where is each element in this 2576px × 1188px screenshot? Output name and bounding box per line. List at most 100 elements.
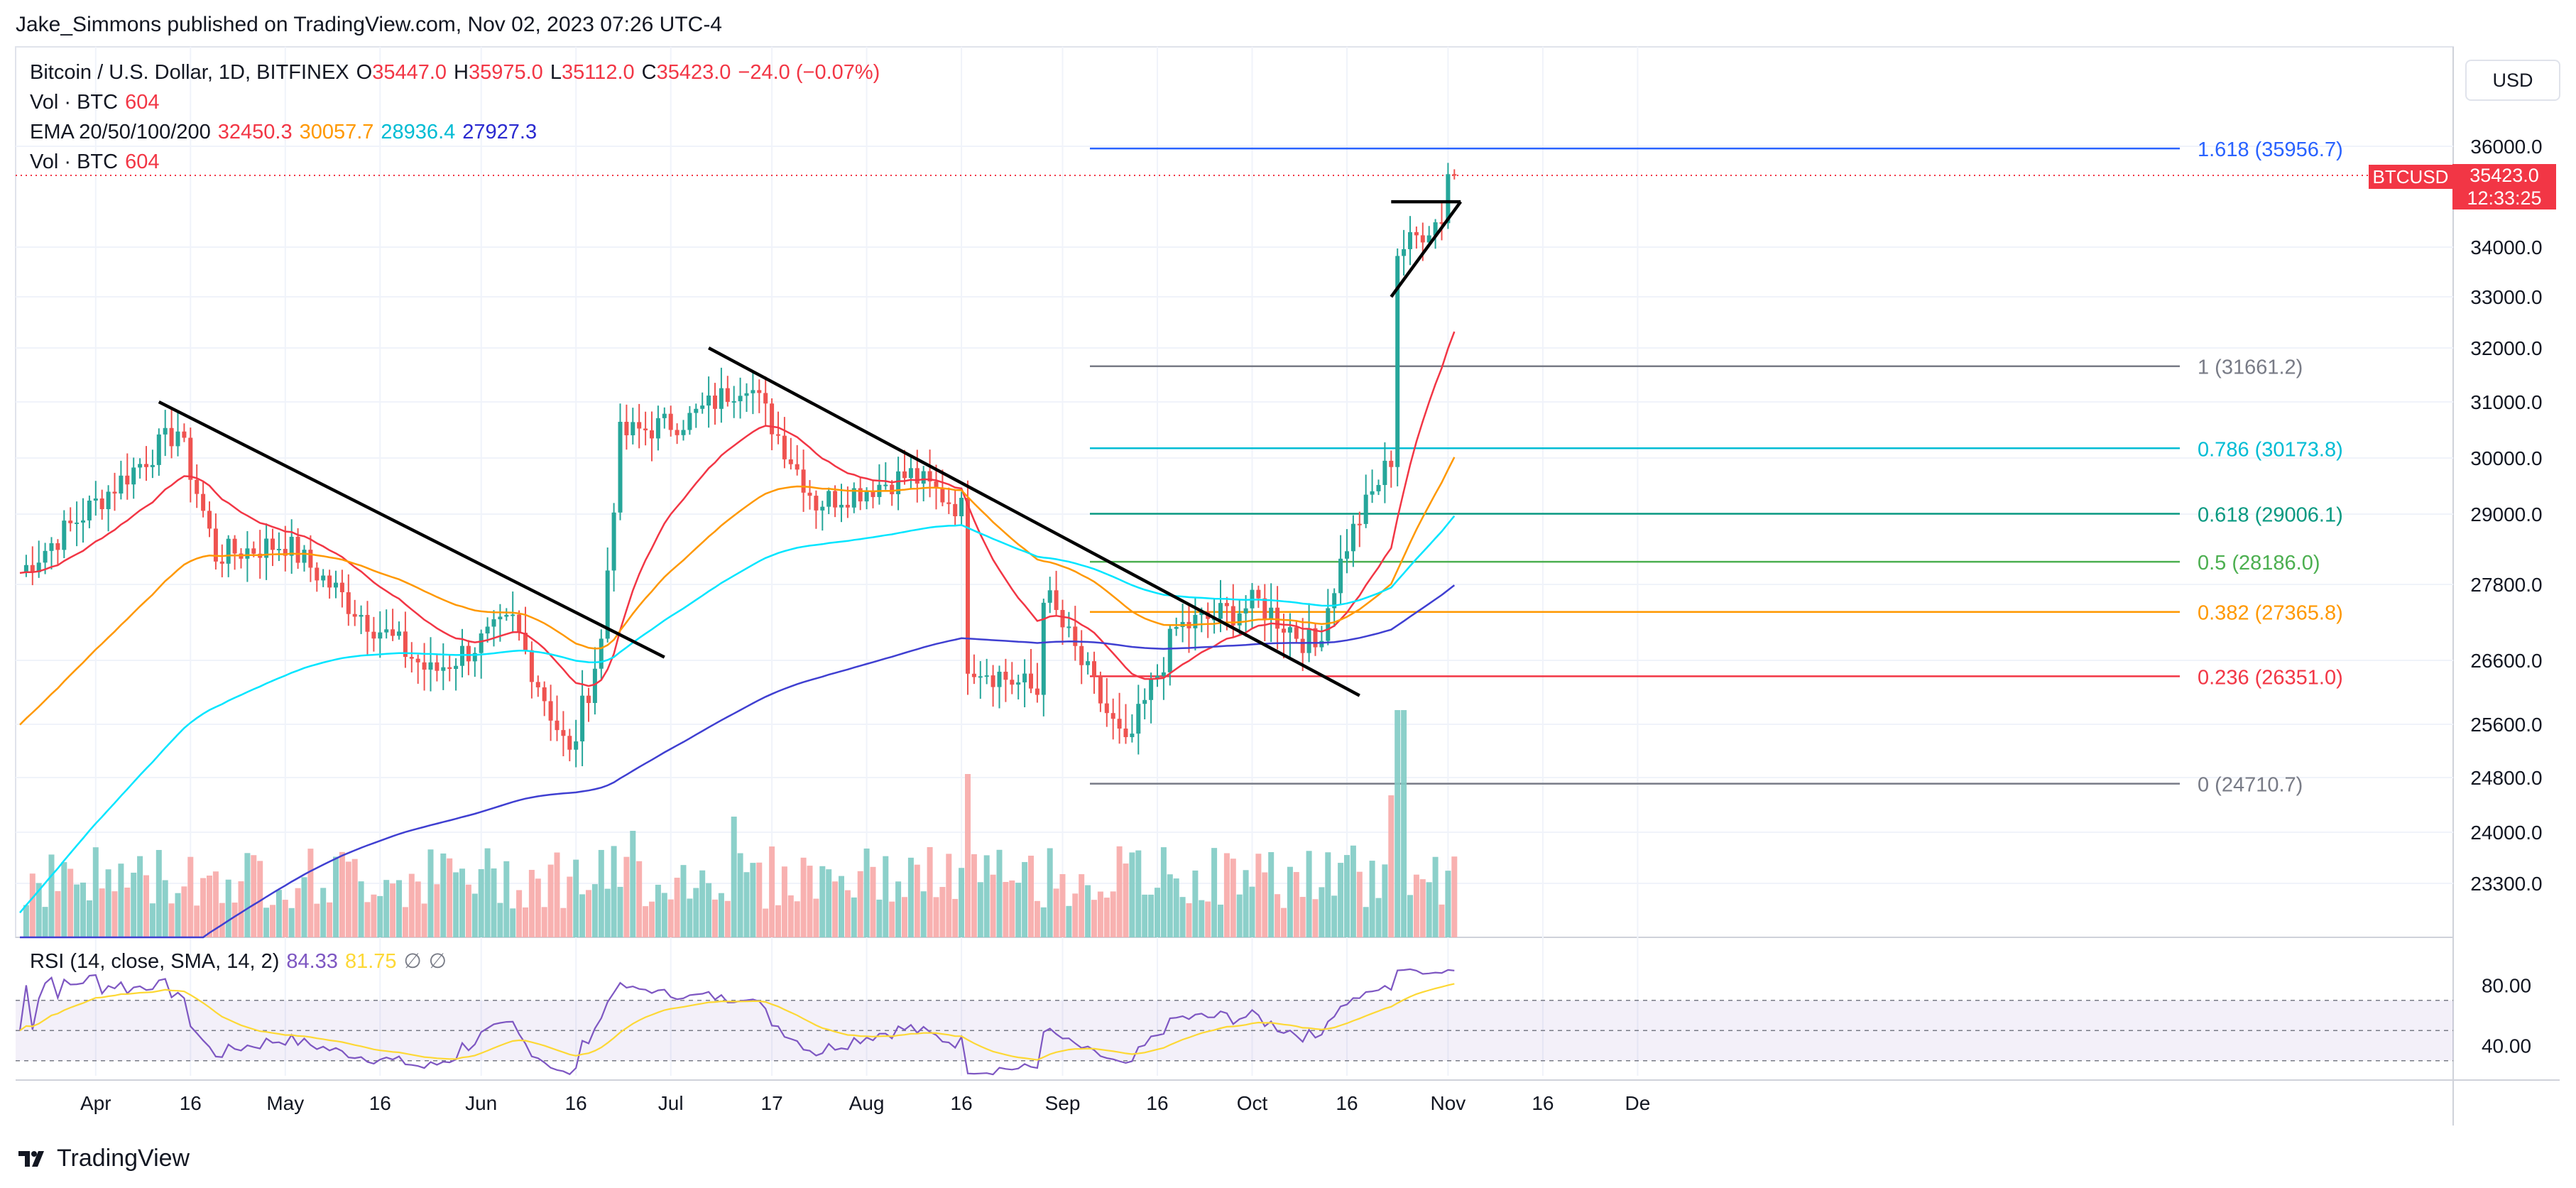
y-tick-label: 36000.0 <box>2470 136 2542 158</box>
candle-body <box>466 645 471 662</box>
candle-body <box>725 388 730 402</box>
candle-body <box>776 434 780 436</box>
candle-body <box>883 484 888 486</box>
volume-bar <box>1199 900 1205 937</box>
candle-body <box>788 459 793 464</box>
volume-bar <box>699 870 706 937</box>
volume-bar <box>1123 863 1129 937</box>
trendline-drawing <box>1390 200 1463 298</box>
candle-body <box>1420 235 1425 243</box>
candle-body <box>112 491 117 494</box>
tradingview-logo[interactable]: TradingView <box>17 1145 190 1172</box>
volume-bar <box>440 853 447 937</box>
volume-bar <box>175 893 181 937</box>
candle-body <box>940 487 945 503</box>
currency-button[interactable]: USD <box>2465 60 2560 101</box>
volume-bar <box>712 899 718 937</box>
candle-body <box>1332 593 1337 609</box>
volume-bar <box>1293 872 1299 937</box>
volume-bar <box>137 856 143 937</box>
volume-bar <box>554 852 560 937</box>
volume-bar <box>1401 710 1407 937</box>
volume-bar <box>1432 856 1439 937</box>
volume-bar <box>1419 879 1426 937</box>
candle-body <box>441 667 446 671</box>
volume-bar <box>364 902 371 937</box>
candle-body <box>188 437 193 480</box>
volume-bar <box>345 861 351 937</box>
candle-body <box>308 550 313 568</box>
candle-body <box>1357 523 1362 525</box>
volume-bar <box>1160 847 1167 937</box>
volume-bar <box>1053 888 1059 937</box>
volume-bar <box>434 884 440 937</box>
candle-body <box>1370 491 1375 495</box>
candle-body <box>1382 460 1387 485</box>
volume-bar <box>1059 873 1066 937</box>
volume-bar <box>863 848 870 937</box>
candle-body <box>169 427 174 447</box>
candle-body <box>1123 729 1128 738</box>
volume-bar <box>1350 845 1356 937</box>
volume-bar <box>1022 861 1028 937</box>
candle-body <box>346 592 351 614</box>
candle-body <box>1300 638 1305 653</box>
candle-body <box>896 471 901 495</box>
x-tick-label: 16 <box>951 1092 973 1114</box>
volume-bar <box>257 861 263 937</box>
volume-bar <box>1319 887 1325 937</box>
candle-body <box>1003 671 1008 680</box>
candle-body <box>175 431 180 447</box>
volume-bar <box>693 888 699 937</box>
volume-bar <box>579 894 586 937</box>
candle-body <box>365 614 370 632</box>
volume-bar <box>731 817 737 937</box>
y-tick-label: 27800.0 <box>2470 574 2542 596</box>
candle-body <box>271 538 275 550</box>
volume-bar <box>1155 888 1160 937</box>
candle-body <box>1376 484 1381 491</box>
candle-body <box>81 520 85 523</box>
candle-body <box>851 488 856 508</box>
candle-body <box>1060 609 1065 628</box>
volume-bar <box>1097 891 1103 937</box>
candle-body <box>561 730 566 736</box>
volume-bar <box>1262 872 1268 937</box>
tradingview-icon <box>18 1150 44 1167</box>
volume-bar <box>1079 874 1085 937</box>
candle-body <box>415 658 420 663</box>
volume-bar <box>1375 898 1382 937</box>
fib-level-label: 0 (24710.7) <box>2198 774 2303 797</box>
candle-body <box>378 632 383 639</box>
volume-bar <box>1268 851 1275 937</box>
candle-body <box>744 393 749 396</box>
volume-bar <box>920 891 927 937</box>
candle-body <box>435 662 440 671</box>
candle-body <box>1092 661 1096 677</box>
candle-body <box>1010 680 1015 685</box>
volume-bar <box>427 849 434 937</box>
candle-body <box>1136 704 1141 734</box>
candle-body <box>681 430 686 435</box>
volume-bar <box>99 888 105 937</box>
volume-bar <box>200 878 207 937</box>
volume-bar <box>23 905 29 937</box>
candle-body <box>990 675 995 687</box>
volume-bar <box>1223 853 1230 937</box>
volume-bar <box>1255 854 1262 937</box>
candle-body <box>1408 231 1412 249</box>
volume-bar <box>1135 850 1142 937</box>
candle-body <box>1389 460 1394 467</box>
candle-body <box>700 405 705 409</box>
x-tick-label: Apr <box>80 1092 111 1114</box>
x-tick-label: May <box>266 1092 304 1114</box>
candle-body <box>971 673 976 677</box>
candle-body <box>99 498 104 510</box>
candle-body <box>555 720 560 731</box>
candle-body <box>997 671 1002 687</box>
volume-bar <box>497 903 503 937</box>
price-badge-symbol: BTCUSD <box>2369 165 2452 189</box>
volume-bar <box>124 887 131 937</box>
candle-body <box>75 522 80 524</box>
